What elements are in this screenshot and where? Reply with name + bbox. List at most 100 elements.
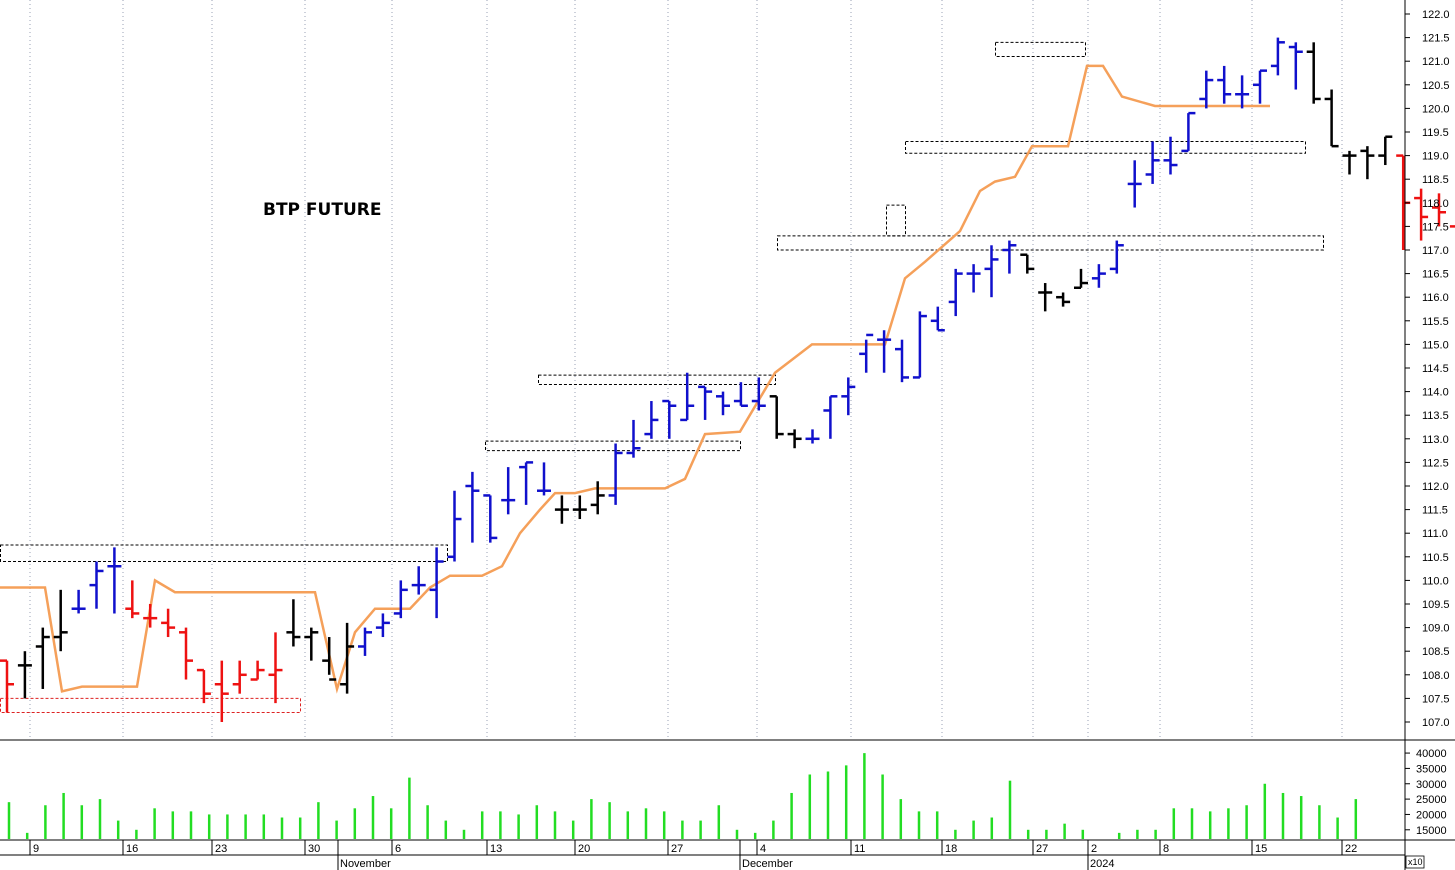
- ohlc-bar: [912, 311, 927, 379]
- y-tick-label: 120.0: [1422, 103, 1450, 115]
- x-tick-label: 27: [671, 843, 683, 855]
- ohlc-bar: [554, 495, 569, 524]
- x-tick-label: 23: [215, 843, 227, 855]
- y-tick-label: 118.0: [1422, 198, 1449, 210]
- y-tick-label: 108.0: [1422, 670, 1450, 682]
- range-box: [777, 235, 1324, 251]
- ohlc-bar: [1163, 136, 1178, 175]
- ohlc-bar: [1074, 268, 1088, 290]
- range-box: [485, 440, 741, 452]
- volume-tick-label: 25000: [1416, 794, 1447, 806]
- ohlc-bar: [626, 419, 641, 458]
- y-tick-label: 122.0: [1422, 9, 1450, 21]
- ohlc-bar: [1253, 69, 1267, 104]
- ohlc-bar: [751, 377, 766, 411]
- ohlc-bar: [17, 651, 32, 699]
- y-tick-label: 111.0: [1422, 528, 1448, 540]
- y-tick-label: 109.5: [1422, 599, 1450, 611]
- ohlc-bar: [984, 245, 999, 298]
- y-tick-label: 108.5: [1422, 646, 1450, 658]
- ohlc-bar: [680, 372, 695, 422]
- y-tick-label: 110.5: [1422, 552, 1449, 564]
- ohlc-bar: [322, 637, 337, 681]
- month-label: November: [340, 858, 391, 870]
- ohlc-bar: [375, 613, 390, 638]
- range-box: [886, 204, 906, 237]
- ohlc-bar: [393, 580, 408, 619]
- chart-title: BTP FUTURE: [263, 200, 381, 220]
- ohlc-bar: [1432, 193, 1446, 227]
- x-tick-label: 11: [854, 843, 865, 855]
- ohlc-bar: [1449, 225, 1455, 228]
- ohlc-bar: [608, 443, 623, 505]
- y-tick-label: 121.0: [1422, 56, 1450, 68]
- ohlc-bar: [1378, 135, 1393, 166]
- y-tick-label: 120.5: [1422, 80, 1450, 92]
- ohlc-bar: [1342, 150, 1357, 175]
- range-box: [905, 140, 1306, 154]
- ohlc-bar: [232, 660, 247, 694]
- x-tick-label: 16: [126, 843, 138, 855]
- volume-multiplier: x10: [1408, 857, 1423, 867]
- y-tick-label: 117.0: [1422, 245, 1449, 257]
- x-tick-label: 27: [1036, 843, 1048, 855]
- ohlc-bar: [966, 264, 981, 293]
- month-label: December: [742, 858, 793, 870]
- volume-bars: [7, 753, 1358, 839]
- ohlc-bar: [1235, 75, 1250, 109]
- range-boxes: [0, 41, 1324, 714]
- x-tick-label: 8: [1163, 843, 1169, 855]
- y-tick-label: 109.0: [1422, 623, 1450, 635]
- vertical-gridlines: [29, 0, 1343, 740]
- volume-tick-label: 15000: [1416, 825, 1447, 837]
- y-tick-label: 115.5: [1422, 316, 1449, 328]
- ohlc-bar: [948, 268, 963, 317]
- ohlc-bar: [250, 660, 265, 681]
- ohlc-bar: [501, 467, 516, 515]
- ohlc-bar: [519, 461, 534, 505]
- ohlc-bar: [304, 627, 319, 661]
- y-tick-label: 114.0: [1422, 387, 1449, 399]
- ohlc-bar: [196, 668, 211, 704]
- range-box: [538, 374, 776, 386]
- volume-tick-label: 30000: [1416, 779, 1447, 791]
- range-box: [995, 41, 1086, 57]
- ohlc-bar: [429, 547, 444, 619]
- ohlc-bar: [35, 627, 50, 689]
- ohlc-bar: [1414, 188, 1429, 241]
- multiplier-box: [1405, 855, 1425, 869]
- volume-tick-label: 35000: [1416, 763, 1447, 775]
- x-tick-label: 13: [490, 843, 502, 855]
- ohlc-bar: [930, 306, 945, 332]
- ohlc-bar: [358, 627, 372, 656]
- y-tick-label: 117.5: [1422, 221, 1449, 233]
- x-tick-label: 15: [1255, 843, 1267, 855]
- y-tick-label: 121.5: [1422, 33, 1450, 45]
- ohlc-bar: [0, 659, 14, 713]
- ohlc-bar: [125, 580, 140, 619]
- y-tick-label: 112.5: [1422, 457, 1449, 469]
- ohlc-bar: [877, 330, 892, 373]
- ohlc-bar: [1020, 253, 1035, 274]
- ohlc-bar: [161, 608, 176, 638]
- ohlc-bar: [841, 377, 856, 416]
- ohlc-bar: [823, 395, 838, 439]
- y-tick-label: 119.5: [1422, 127, 1449, 139]
- ohlc-bar: [143, 604, 158, 628]
- ohlc-bar: [1270, 37, 1285, 76]
- x-tick-label: 20: [578, 843, 590, 855]
- ohlc-bar: [644, 401, 659, 439]
- ohlc-bar: [1217, 65, 1232, 104]
- ohlc-bar: [859, 333, 874, 373]
- y-tick-label: 118.5: [1422, 174, 1449, 186]
- ohlc-bar: [268, 632, 283, 704]
- ohlc-bar: [537, 462, 551, 496]
- range-box: [0, 544, 448, 563]
- ohlc-bar: [1360, 146, 1375, 180]
- ohlc-bar: [89, 561, 104, 609]
- ohlc-bar: [1181, 111, 1196, 153]
- x-tick-label: 2: [1091, 843, 1097, 855]
- ohlc-bar: [1199, 70, 1214, 109]
